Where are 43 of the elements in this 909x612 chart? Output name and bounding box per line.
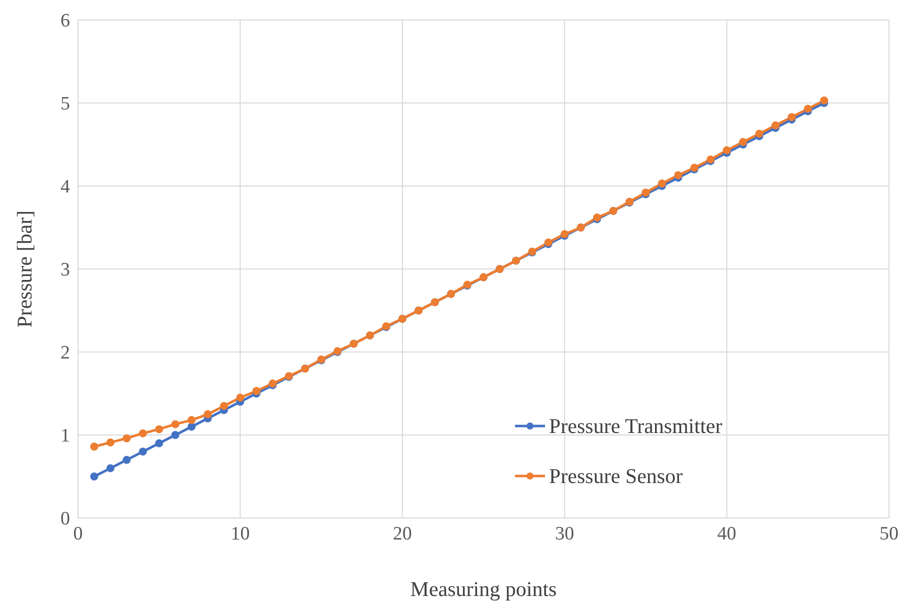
- point: [106, 438, 114, 446]
- point: [204, 410, 212, 418]
- point: [674, 171, 682, 180]
- point: [122, 456, 131, 464]
- legend-label: Pressure Sensor: [549, 464, 683, 488]
- y-tick-label: 4: [60, 176, 70, 198]
- y-tick-label: 3: [60, 260, 70, 281]
- point: [252, 387, 260, 396]
- point: [122, 434, 131, 442]
- y-tick-label: 2: [60, 342, 70, 364]
- legend-label: Pressure Transmitter: [549, 414, 722, 438]
- y-tick-label: 6: [60, 10, 70, 32]
- x-axis-title: Measuring points: [410, 577, 557, 601]
- point: [90, 442, 98, 451]
- point: [138, 429, 147, 438]
- y-tick-label: 5: [60, 94, 70, 115]
- y-tick-label: 0: [60, 508, 70, 530]
- x-tick-label: 10: [230, 523, 250, 544]
- point: [788, 113, 796, 122]
- point: [820, 96, 828, 105]
- point: [188, 422, 196, 431]
- point: [755, 130, 764, 138]
- point: [771, 121, 780, 130]
- point: [658, 180, 666, 188]
- point: [171, 420, 180, 428]
- point: [739, 138, 748, 146]
- point: [804, 104, 812, 113]
- point: [155, 425, 164, 434]
- x-tick-label: 50: [880, 523, 898, 544]
- point: [106, 464, 114, 472]
- point: [220, 402, 228, 410]
- y-axis-title: Pressure [bar]: [12, 210, 36, 328]
- x-tick-label: 40: [717, 523, 736, 544]
- x-tick-label: 30: [555, 523, 574, 544]
- point: [138, 448, 147, 456]
- x-tick-label: 20: [392, 523, 412, 544]
- point: [722, 146, 731, 154]
- point: [171, 431, 180, 439]
- point: [90, 472, 98, 480]
- y-tick-label: 1: [60, 426, 70, 447]
- point: [236, 394, 244, 402]
- point: [188, 416, 196, 424]
- point: [155, 439, 164, 448]
